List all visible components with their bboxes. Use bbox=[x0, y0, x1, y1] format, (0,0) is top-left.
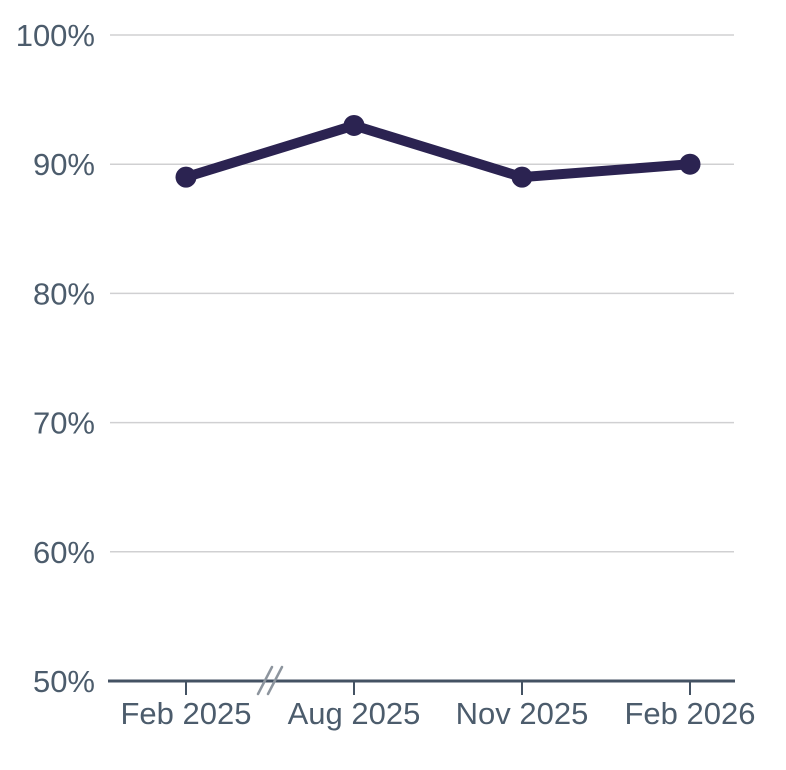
x-axis-labels-group: Feb 2025 Aug 2025 Nov 2025 Feb 2026 bbox=[121, 696, 756, 731]
data-point-1 bbox=[343, 114, 365, 136]
axis-break-slash-0 bbox=[256, 665, 274, 696]
x-tick-label-0: Feb 2025 bbox=[121, 696, 252, 731]
series-group bbox=[175, 114, 701, 188]
y-tick-label-90: 90% bbox=[33, 147, 95, 182]
data-point-2 bbox=[511, 166, 533, 188]
gridlines-group bbox=[110, 34, 734, 553]
y-tick-label-80: 80% bbox=[33, 276, 95, 311]
x-tick-label-3: Feb 2026 bbox=[625, 696, 756, 731]
y-tick-label-100: 100% bbox=[16, 18, 95, 53]
y-tick-label-70: 70% bbox=[33, 406, 95, 441]
data-point-0 bbox=[175, 166, 197, 188]
x-tick-label-1: Aug 2025 bbox=[288, 696, 421, 731]
y-tick-label-60: 60% bbox=[33, 535, 95, 570]
y-axis-labels-group: 50% 60% 70% 80% 90% 100% bbox=[16, 18, 95, 699]
x-tick-label-2: Nov 2025 bbox=[456, 696, 589, 731]
y-tick-label-50: 50% bbox=[33, 664, 95, 699]
series-line bbox=[181, 120, 695, 183]
data-point-3 bbox=[679, 153, 701, 175]
x-axis-group bbox=[108, 665, 735, 696]
axis-break-slash-1 bbox=[266, 665, 284, 696]
